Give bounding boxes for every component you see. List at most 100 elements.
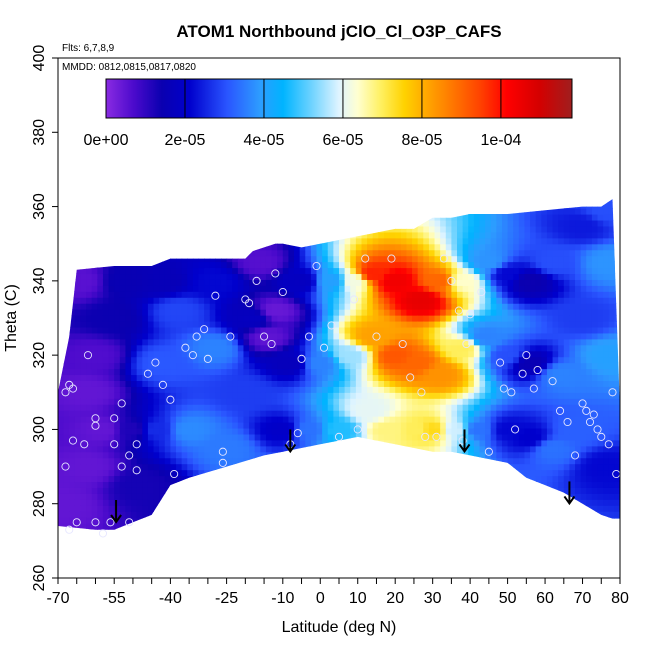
heat-cell bbox=[485, 350, 492, 358]
heat-cell bbox=[310, 362, 318, 370]
heat-cell bbox=[176, 528, 183, 530]
heat-cell bbox=[350, 190, 356, 197]
heat-cell bbox=[389, 243, 396, 251]
heat-cell bbox=[260, 285, 267, 292]
heat-cell bbox=[80, 273, 87, 280]
heat-cell bbox=[440, 202, 447, 209]
heat-cell bbox=[91, 398, 98, 405]
heat-cell bbox=[220, 344, 228, 352]
heat-cell bbox=[181, 362, 188, 370]
heat-cell bbox=[294, 261, 301, 269]
heat-cell bbox=[147, 493, 155, 500]
heat-cell bbox=[316, 499, 323, 506]
heat-cell bbox=[412, 326, 419, 334]
heat-cell bbox=[417, 528, 424, 530]
heat-cell bbox=[254, 285, 261, 292]
heat-cell bbox=[108, 392, 115, 399]
heat-cell bbox=[226, 297, 233, 304]
heat-cell bbox=[305, 392, 312, 399]
heat-cell bbox=[86, 320, 93, 328]
heat-cell bbox=[108, 517, 115, 524]
heat-cell bbox=[417, 427, 424, 435]
heat-cell bbox=[457, 362, 464, 370]
heat-cell bbox=[400, 439, 408, 447]
heat-cell bbox=[136, 422, 143, 429]
heat-cell bbox=[114, 422, 121, 429]
heat-cell bbox=[142, 297, 149, 304]
heat-cell bbox=[423, 451, 430, 459]
heat-cell bbox=[97, 332, 104, 340]
heat-cell bbox=[176, 243, 183, 251]
heat-cell bbox=[299, 392, 306, 399]
heat-cell bbox=[165, 190, 171, 197]
heat-cell bbox=[91, 427, 98, 435]
heat-cell bbox=[440, 273, 447, 280]
heat-cell bbox=[367, 332, 374, 340]
heat-cell bbox=[153, 475, 160, 483]
heat-cell bbox=[485, 463, 492, 471]
heat-cell bbox=[333, 219, 340, 227]
heat-cell bbox=[125, 202, 132, 209]
heat-cell bbox=[102, 469, 110, 477]
heat-cell bbox=[282, 255, 290, 263]
heat-cell bbox=[63, 261, 70, 269]
heat-cell bbox=[288, 511, 295, 518]
heat-cell bbox=[58, 303, 65, 310]
heat-cell bbox=[114, 214, 121, 221]
heat-cell bbox=[170, 344, 177, 352]
heat-cell bbox=[125, 392, 132, 399]
heat-cell bbox=[496, 199, 503, 203]
heat-cell bbox=[451, 463, 458, 471]
heat-cell bbox=[97, 451, 104, 459]
heat-cell bbox=[282, 273, 290, 280]
heat-cell bbox=[518, 243, 526, 251]
heat-cell bbox=[125, 273, 132, 280]
heat-cell bbox=[181, 297, 188, 304]
heat-cell bbox=[136, 410, 143, 417]
heat-cell bbox=[322, 267, 329, 275]
heat-cell bbox=[485, 208, 492, 215]
heat-cell bbox=[480, 535, 486, 542]
heat-cell bbox=[440, 493, 447, 500]
heat-cell bbox=[164, 202, 171, 209]
heat-cell bbox=[501, 457, 509, 465]
heat-cell bbox=[108, 499, 115, 506]
heat-cell bbox=[389, 344, 396, 352]
heat-cell bbox=[74, 451, 82, 459]
heat-cell bbox=[451, 267, 458, 275]
heat-cell bbox=[69, 362, 76, 370]
heat-cell bbox=[204, 493, 211, 500]
heat-cell bbox=[322, 243, 329, 251]
heat-cell bbox=[327, 517, 334, 524]
heat-cell bbox=[288, 422, 295, 429]
heat-cell bbox=[518, 303, 526, 310]
heat-cell bbox=[485, 398, 492, 405]
heat-cell bbox=[400, 214, 408, 221]
heat-cell bbox=[254, 433, 261, 441]
heat-cell bbox=[282, 493, 290, 500]
heat-cell bbox=[136, 356, 143, 364]
heat-cell bbox=[310, 202, 318, 209]
heat-cell bbox=[243, 487, 250, 494]
heat-cell bbox=[282, 338, 290, 346]
heat-cell bbox=[310, 511, 318, 518]
heat-cell bbox=[344, 267, 351, 275]
heat-cell bbox=[192, 199, 200, 203]
heat-cell bbox=[383, 338, 391, 346]
heat-cell bbox=[74, 392, 82, 399]
heat-cell bbox=[508, 190, 514, 197]
heat-cell bbox=[434, 368, 441, 376]
heat-cell bbox=[518, 219, 526, 227]
heat-cell bbox=[445, 511, 452, 518]
heat-cell bbox=[327, 356, 334, 364]
heat-cell bbox=[513, 237, 520, 245]
heat-cell bbox=[282, 362, 290, 370]
heat-cell bbox=[131, 243, 138, 251]
heat-cell bbox=[119, 422, 127, 429]
heat-cell bbox=[153, 422, 160, 429]
heat-cell bbox=[119, 279, 127, 286]
heat-cell bbox=[271, 469, 278, 477]
heat-cell bbox=[125, 499, 132, 506]
heat-cell bbox=[164, 315, 171, 322]
heat-cell bbox=[383, 326, 391, 334]
